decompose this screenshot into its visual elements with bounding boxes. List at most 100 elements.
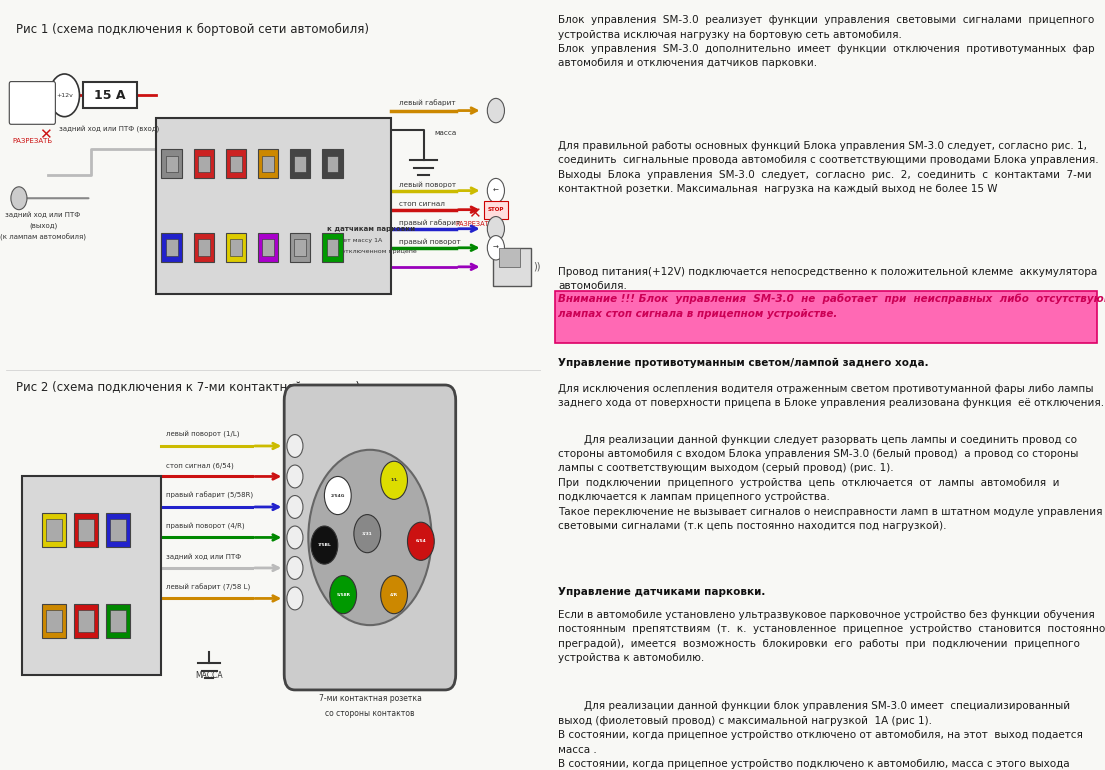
Text: 15 А: 15 А bbox=[94, 89, 126, 102]
Text: РАЗРЕЗАТЬ: РАЗРЕЗАТЬ bbox=[455, 222, 494, 227]
Text: левый габарит (7/58 L): левый габарит (7/58 L) bbox=[167, 584, 251, 591]
Bar bbox=[294, 239, 306, 256]
Circle shape bbox=[329, 576, 357, 614]
Text: ✕: ✕ bbox=[40, 128, 52, 142]
Bar bbox=[193, 233, 214, 263]
Bar bbox=[42, 604, 66, 638]
Bar bbox=[257, 233, 278, 263]
Text: проводка: проводка bbox=[15, 96, 49, 102]
Bar bbox=[294, 156, 306, 172]
Bar bbox=[493, 248, 530, 286]
Text: левый поворот: левый поворот bbox=[399, 181, 456, 188]
Circle shape bbox=[487, 99, 505, 122]
Circle shape bbox=[311, 526, 338, 564]
Text: 2/54G: 2/54G bbox=[330, 494, 345, 497]
Text: Блок  управления  SM-3.0  реализует  функции  управления  световыми  сигналами  : Блок управления SM-3.0 реализует функции… bbox=[558, 15, 1095, 69]
Text: масса: масса bbox=[434, 130, 456, 136]
Text: МАССА: МАССА bbox=[196, 671, 223, 680]
Bar bbox=[110, 519, 126, 541]
Text: Для исключения ослепления водителя отраженным светом противотуманной фары либо л: Для исключения ослепления водителя отраж… bbox=[558, 383, 1104, 408]
Bar bbox=[230, 156, 242, 172]
Bar bbox=[323, 149, 343, 179]
Bar bbox=[46, 611, 62, 632]
Bar bbox=[262, 239, 274, 256]
Text: 3/31: 3/31 bbox=[362, 531, 372, 536]
Bar bbox=[225, 233, 246, 263]
Bar bbox=[83, 82, 137, 109]
Text: (выход): (выход) bbox=[29, 223, 57, 229]
Text: правый габарит: правый габарит bbox=[399, 219, 461, 226]
Bar bbox=[161, 149, 182, 179]
Circle shape bbox=[287, 557, 303, 579]
Circle shape bbox=[287, 526, 303, 549]
Bar bbox=[225, 149, 246, 179]
Bar bbox=[230, 239, 242, 256]
Bar bbox=[166, 239, 178, 256]
Text: Рис 2 (схема подключения к 7-ми контактной розетке): Рис 2 (схема подключения к 7-ми контактн… bbox=[17, 381, 360, 394]
Text: задний ход или ПТФ: задний ход или ПТФ bbox=[6, 211, 81, 218]
Text: STOP: STOP bbox=[487, 207, 504, 213]
Text: 7-ми контактная розетка: 7-ми контактная розетка bbox=[318, 694, 421, 703]
Circle shape bbox=[381, 576, 408, 614]
Text: задний ход или ПТФ: задний ход или ПТФ bbox=[167, 554, 242, 561]
Text: со стороны контактов: со стороны контактов bbox=[325, 709, 414, 718]
Bar bbox=[327, 239, 338, 256]
Text: Рис 1 (схема подключения к бортовой сети автомобиля): Рис 1 (схема подключения к бортовой сети… bbox=[17, 23, 369, 36]
Circle shape bbox=[287, 587, 303, 610]
Bar bbox=[106, 604, 130, 638]
Text: Если в автомобиле установлено ультразвуковое парковочное устройство без функции : Если в автомобиле установлено ультразвук… bbox=[558, 610, 1105, 663]
Text: левый габарит: левый габарит bbox=[399, 99, 456, 106]
Circle shape bbox=[287, 496, 303, 518]
Text: левый поворот (1/L): левый поворот (1/L) bbox=[167, 431, 240, 438]
Text: правый габарит (5/58R): правый габарит (5/58R) bbox=[167, 492, 253, 500]
Circle shape bbox=[354, 514, 381, 553]
Text: ←: ← bbox=[493, 188, 498, 193]
Text: 7/5BL: 7/5BL bbox=[317, 543, 332, 547]
Bar bbox=[156, 119, 391, 293]
Text: Для реализации данной функции следует разорвать цепь лампы и соединить провод со: Для реализации данной функции следует ра… bbox=[558, 434, 1103, 531]
Bar bbox=[291, 149, 311, 179]
Text: Для реализации данной функции блок управления SM-3.0 имеет  специализированный
в: Для реализации данной функции блок управ… bbox=[558, 701, 1098, 770]
Circle shape bbox=[487, 179, 505, 203]
Bar bbox=[46, 519, 62, 541]
Bar bbox=[193, 149, 214, 179]
Circle shape bbox=[408, 522, 434, 561]
Circle shape bbox=[381, 461, 408, 500]
Circle shape bbox=[325, 477, 351, 514]
Bar bbox=[42, 513, 66, 547]
Text: стоп сигнал: стоп сигнал bbox=[399, 200, 445, 206]
Text: +12v: +12v bbox=[56, 93, 73, 98]
Circle shape bbox=[487, 236, 505, 260]
Circle shape bbox=[287, 434, 303, 457]
Circle shape bbox=[487, 216, 505, 241]
Text: →: → bbox=[493, 245, 498, 251]
Bar bbox=[166, 156, 178, 172]
Bar bbox=[198, 239, 210, 256]
Text: подает массу 1А: подает массу 1А bbox=[327, 238, 382, 243]
Circle shape bbox=[287, 465, 303, 488]
Bar bbox=[555, 291, 1097, 343]
Text: Управление датчиками парковки.: Управление датчиками парковки. bbox=[558, 587, 766, 597]
Bar bbox=[22, 477, 161, 675]
Text: 6/54: 6/54 bbox=[415, 539, 427, 544]
Bar bbox=[327, 156, 338, 172]
Bar bbox=[498, 248, 520, 267]
Text: 1/L: 1/L bbox=[390, 478, 398, 482]
Text: задний ход или ПТФ (вход): задний ход или ПТФ (вход) bbox=[60, 126, 159, 133]
FancyBboxPatch shape bbox=[9, 82, 55, 124]
Text: (к лампам автомобиля): (к лампам автомобиля) bbox=[0, 234, 86, 241]
Text: Управление противотуманным светом/лампой заднего хода.: Управление противотуманным светом/лампой… bbox=[558, 358, 928, 368]
Bar bbox=[110, 611, 126, 632]
Text: правый поворот (4/R): правый поворот (4/R) bbox=[167, 523, 245, 530]
Text: 4/R: 4/R bbox=[390, 593, 398, 597]
Bar bbox=[291, 233, 311, 263]
Bar bbox=[323, 233, 343, 263]
Text: стоп сигнал (6/54): стоп сигнал (6/54) bbox=[167, 462, 234, 469]
Bar bbox=[78, 611, 94, 632]
Text: ✕: ✕ bbox=[469, 206, 481, 221]
Bar bbox=[257, 149, 278, 179]
Text: при отключенном прицепе: при отключенном прицепе bbox=[327, 249, 417, 254]
Circle shape bbox=[50, 74, 80, 117]
Text: Для правильной работы основных функций Блока управления SM-3.0 следует, согласно: Для правильной работы основных функций Б… bbox=[558, 141, 1098, 194]
Bar bbox=[484, 200, 508, 219]
